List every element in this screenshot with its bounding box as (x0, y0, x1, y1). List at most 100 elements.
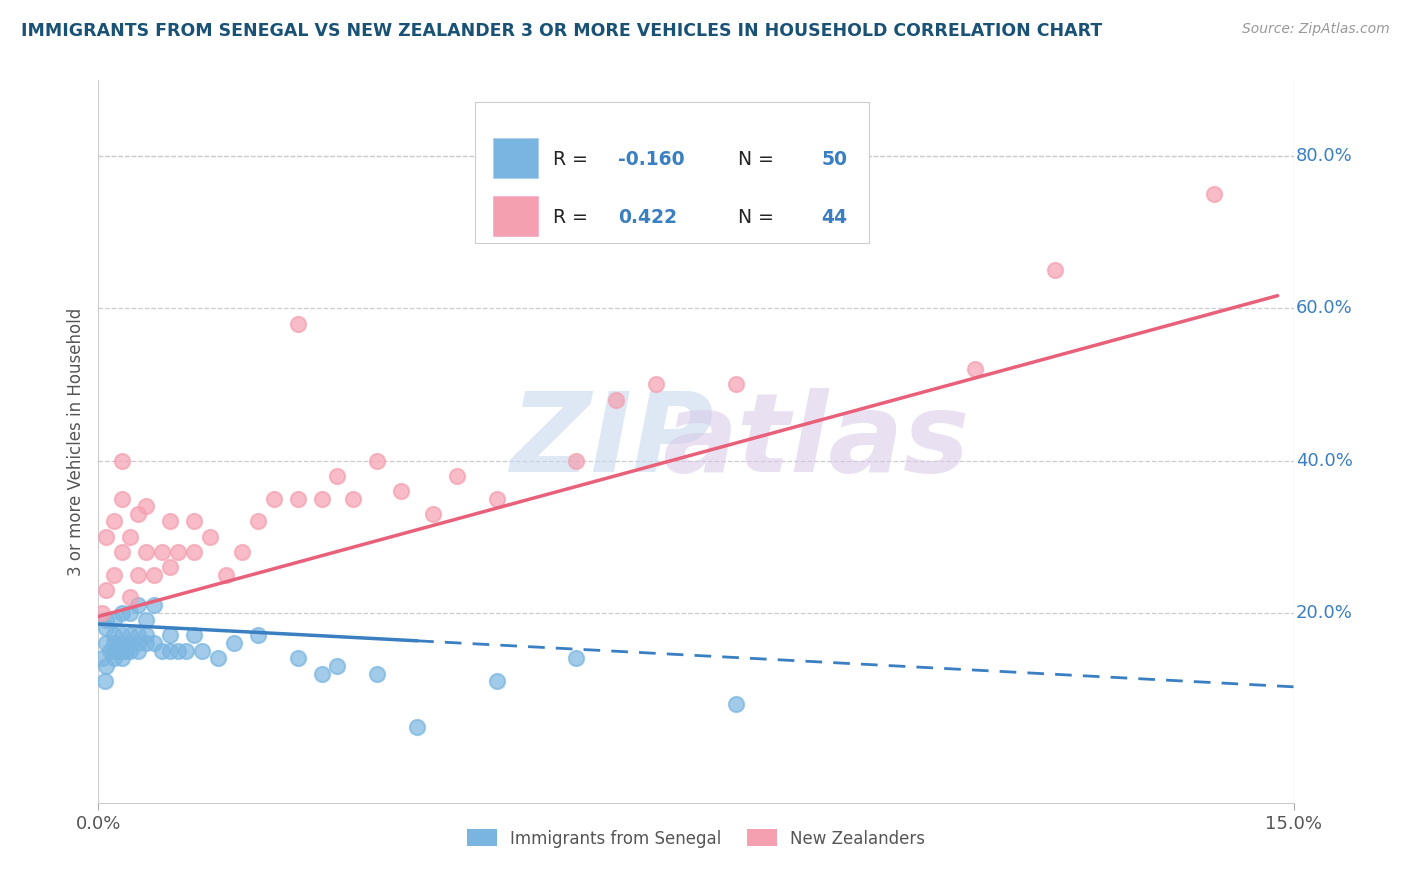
Point (111, 606, 134, 620)
Point (135, 613, 157, 627)
Point (111, 453, 134, 467)
Point (107, 643, 129, 657)
Point (311, 491, 333, 506)
Text: -0.160: -0.160 (619, 150, 685, 169)
Text: R =: R = (553, 150, 593, 169)
Point (605, 392, 627, 407)
Point (91, 606, 114, 620)
Point (183, 628, 205, 642)
Text: atlas: atlas (662, 388, 969, 495)
Point (120, 636, 142, 650)
Point (246, 515, 269, 529)
Point (565, 453, 588, 467)
Point (159, 643, 181, 657)
Point (94, 674, 117, 689)
Point (287, 317, 309, 331)
Point (207, 651, 229, 665)
Text: 40.0%: 40.0% (1296, 451, 1353, 469)
Point (111, 545, 134, 559)
Point (127, 636, 149, 650)
Point (191, 643, 214, 657)
Point (135, 636, 157, 650)
Point (127, 598, 149, 612)
Text: 60.0%: 60.0% (1296, 300, 1353, 318)
Point (143, 598, 166, 612)
Point (143, 636, 166, 650)
Point (135, 499, 157, 513)
Point (1043, 263, 1066, 277)
Point (127, 567, 149, 582)
Point (135, 545, 157, 559)
Point (174, 643, 197, 657)
Point (127, 507, 149, 521)
Point (120, 628, 142, 642)
Point (120, 591, 142, 605)
Point (645, 377, 668, 392)
Point (222, 636, 245, 650)
Text: 44: 44 (821, 208, 848, 227)
Point (96, 621, 118, 635)
Text: 0.422: 0.422 (619, 208, 678, 227)
Point (565, 651, 588, 665)
Point (120, 606, 142, 620)
Point (150, 545, 173, 559)
Point (183, 545, 205, 559)
Point (422, 507, 444, 521)
Point (159, 515, 181, 529)
Point (246, 628, 269, 642)
Point (91, 651, 114, 665)
Point (263, 491, 285, 506)
Point (804, 210, 827, 224)
Point (366, 453, 388, 467)
Point (103, 628, 125, 642)
Point (311, 666, 333, 681)
Point (366, 666, 388, 681)
Point (96, 659, 118, 673)
Point (167, 545, 190, 559)
Point (150, 643, 173, 657)
Point (724, 377, 747, 392)
Text: N =: N = (725, 150, 780, 169)
Point (111, 491, 134, 506)
Point (96, 530, 118, 544)
Point (96, 613, 118, 627)
Point (103, 651, 125, 665)
Point (183, 515, 205, 529)
Point (103, 515, 125, 529)
Text: R =: R = (553, 208, 599, 227)
Text: IMMIGRANTS FROM SENEGAL VS NEW ZEALANDER 3 OR MORE VEHICLES IN HOUSEHOLD CORRELA: IMMIGRANTS FROM SENEGAL VS NEW ZEALANDER… (21, 22, 1102, 40)
Text: N =: N = (725, 208, 780, 227)
Point (98, 643, 122, 657)
Point (111, 651, 134, 665)
Point (159, 628, 181, 642)
Point (167, 643, 190, 657)
Point (143, 567, 166, 582)
Point (103, 613, 125, 627)
Point (406, 720, 429, 734)
Point (724, 697, 747, 711)
Point (231, 545, 253, 559)
Point (103, 643, 125, 657)
Text: Source: ZipAtlas.com: Source: ZipAtlas.com (1241, 22, 1389, 37)
Point (115, 643, 138, 657)
Point (389, 483, 412, 498)
Point (485, 674, 508, 689)
Legend: Immigrants from Senegal, New Zealanders: Immigrants from Senegal, New Zealanders (458, 821, 934, 856)
Point (963, 362, 986, 376)
Point (287, 491, 309, 506)
Point (127, 628, 149, 642)
Point (103, 636, 125, 650)
Point (135, 628, 157, 642)
Point (120, 643, 142, 657)
Point (111, 643, 134, 657)
Bar (494, 138, 538, 178)
Point (215, 567, 238, 582)
FancyBboxPatch shape (475, 102, 869, 243)
Point (111, 628, 134, 642)
Point (326, 468, 349, 483)
Point (326, 659, 349, 673)
Point (111, 636, 134, 650)
Text: 80.0%: 80.0% (1296, 147, 1353, 165)
Point (103, 567, 125, 582)
Bar (494, 196, 538, 235)
